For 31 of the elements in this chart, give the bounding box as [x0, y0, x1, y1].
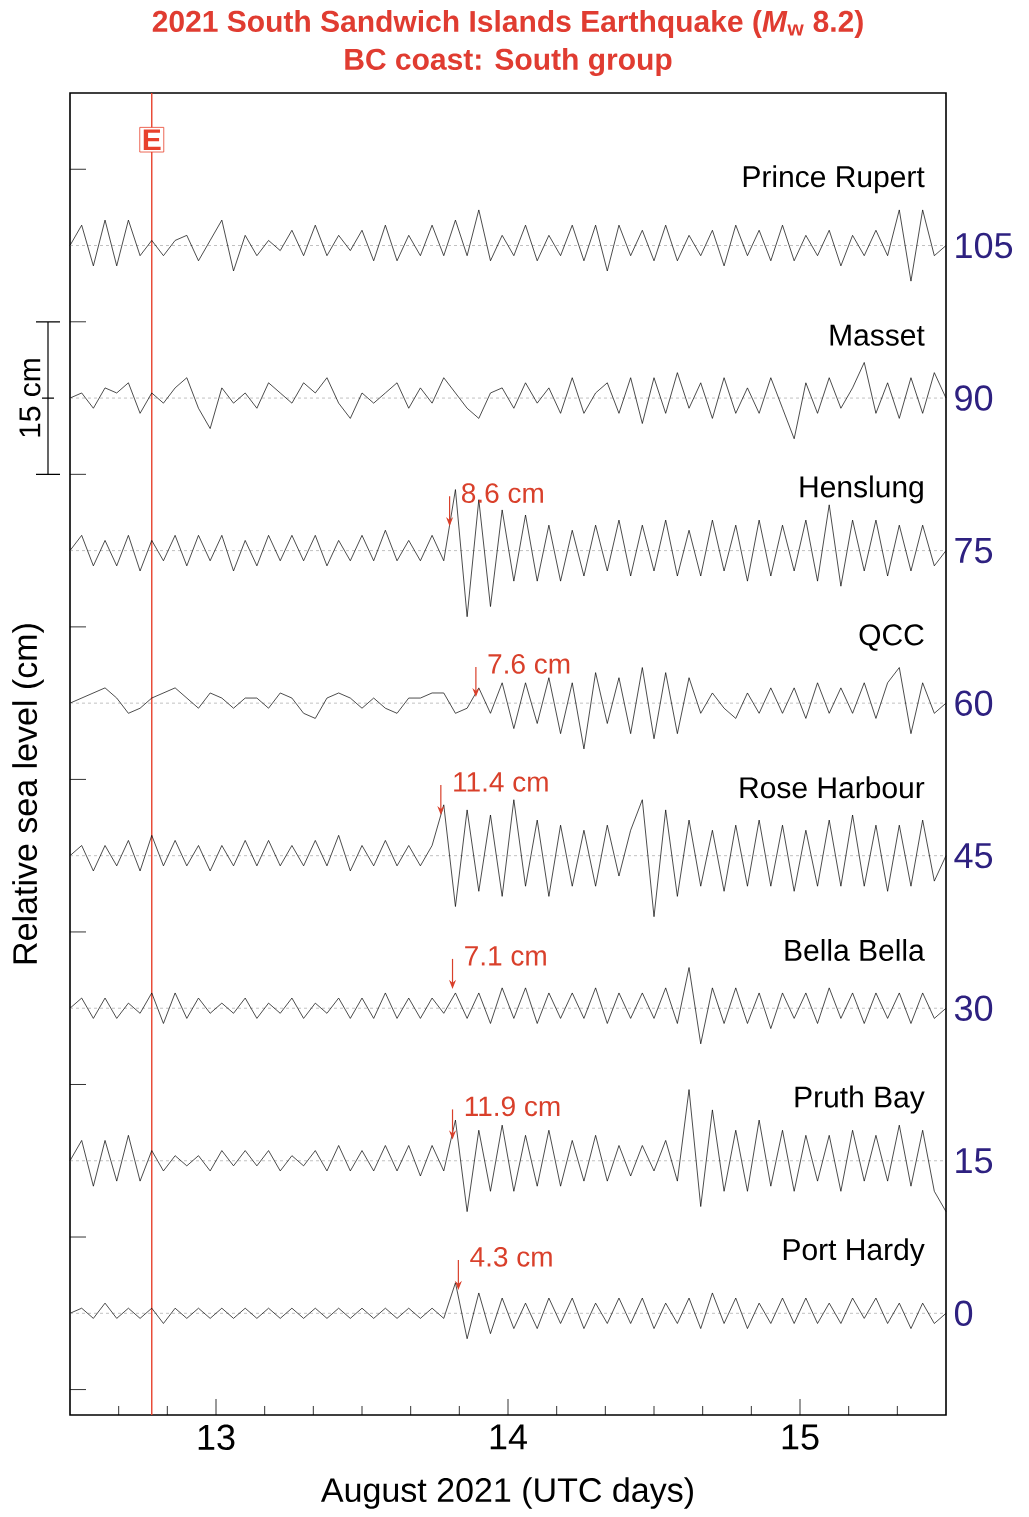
series-label: Rose Harbour [740, 776, 925, 799]
x-tick-label: 15 [782, 1424, 819, 1450]
annotation: 11.9 cm [465, 1096, 560, 1117]
x-tick-label: 14 [490, 1424, 527, 1450]
ref-line-label: E [143, 129, 161, 151]
text: 15 cm [19, 359, 41, 437]
annotation: 7.1 cm [465, 946, 546, 966]
y-tick-label: 30 [954, 995, 993, 1021]
x-tick-label: 13 [198, 1424, 235, 1451]
chart-subtitle: BC coast: South group [345, 47, 672, 77]
series-label: Henslung [800, 475, 923, 504]
series-label: Masset [830, 324, 925, 346]
series-label: QCC [859, 624, 924, 651]
y-tick-label: 45 [954, 843, 993, 869]
chart-title: 2021 South Sandwich Islands Earthquake (M$_{w}$ 8.2) [152, 10, 863, 38]
series-label: Port Hardy [783, 1238, 925, 1267]
annotation: 4.3 cm [470, 1246, 552, 1267]
series-label: Prince Rupert [743, 165, 925, 194]
annotation: 8.6 cm [462, 483, 543, 503]
series-label: Pruth Bay [795, 1085, 925, 1114]
y-tick-label: 90 [955, 385, 993, 411]
y-tick-label: 0 [954, 1300, 973, 1327]
annotation: 11.4 cm [454, 772, 548, 792]
y-tick-label: 15 [956, 1148, 993, 1174]
y-tick-label: 75 [955, 538, 993, 564]
x-axis-title: August 2021 (UTC days) [320, 1477, 693, 1509]
series-label: Bella Bella [785, 938, 925, 962]
y-tick-label: 60 [955, 690, 993, 716]
y-axis-title: Relative sea level (cm) [12, 624, 44, 964]
annotation: 7.6 cm [488, 654, 570, 674]
y-tick-label: 105 [956, 232, 1013, 259]
